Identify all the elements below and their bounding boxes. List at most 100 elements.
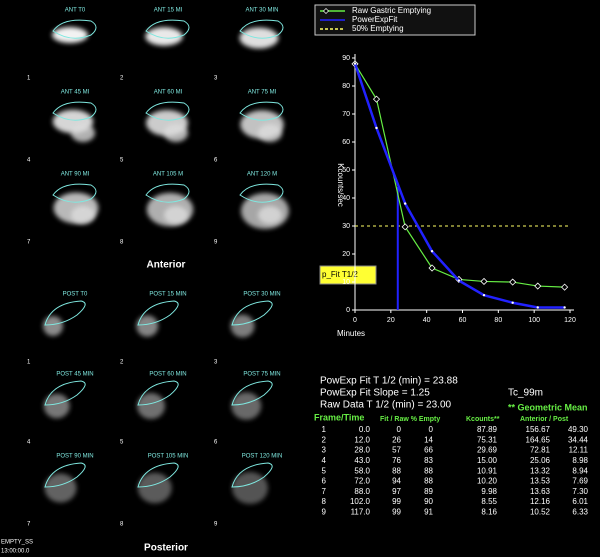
frame-label: ANT 30 MIN (246, 8, 279, 14)
activity (145, 27, 183, 46)
roi-outline (44, 380, 86, 406)
data-point (482, 293, 486, 297)
activity (136, 315, 159, 337)
data-point (509, 278, 517, 286)
table-cell: 5 (322, 466, 327, 475)
table-cell: 75.31 (477, 435, 498, 444)
table-cell: 72.81 (530, 446, 551, 455)
x-tick-label: 0 (353, 317, 357, 324)
isotope: Tc_99m (508, 388, 543, 399)
legend-label: PowerExpFit (352, 15, 398, 24)
table-header: Anterior / Post (520, 416, 569, 423)
roi-outline (239, 101, 284, 121)
x-tick-label: 40 (423, 317, 431, 324)
summary-line: Raw Data T 1/2 (min) = 23.00 (320, 400, 452, 411)
data-point (430, 250, 434, 253)
scan-frame (52, 19, 97, 43)
table-cell: 88 (392, 466, 401, 475)
frame-number: 5 (120, 158, 124, 164)
frame-number: 6 (214, 158, 218, 164)
data-point (480, 277, 488, 286)
table-cell: 117.0 (351, 508, 371, 517)
table-cell: 28.0 (354, 446, 370, 455)
frame-label: POST 45 MIN (56, 372, 93, 378)
caption: Posterior (144, 543, 188, 554)
table-cell: 94 (392, 477, 401, 486)
frame-label: POST 120 MIN (242, 454, 283, 460)
table-cell: 29.69 (477, 446, 498, 455)
frame-number: 1 (27, 76, 31, 82)
roi-outline (52, 19, 97, 39)
roi-outline (44, 300, 86, 326)
activity (52, 27, 88, 43)
frame-label: POST T0 (63, 292, 88, 298)
frame-number: 4 (27, 158, 31, 164)
roi-outline (137, 380, 179, 406)
table-cell: 43.0 (354, 456, 370, 465)
scan-frame (52, 101, 97, 142)
roi-outline (231, 380, 273, 406)
data-point (401, 223, 409, 231)
activity (258, 124, 282, 142)
activity (230, 314, 255, 338)
scan-frame (145, 101, 190, 142)
scan-frame (145, 19, 190, 46)
activity (44, 473, 77, 503)
table-cell: 8.94 (572, 466, 588, 475)
data-point (353, 62, 357, 65)
y-tick-label: 0 (346, 307, 350, 314)
activity (164, 206, 188, 224)
table-cell: 99 (392, 508, 401, 517)
roi-outline (145, 19, 190, 39)
legend-label: 50% Emptying (352, 24, 404, 33)
table-cell: 102.0 (350, 497, 371, 506)
data-point (375, 126, 378, 130)
table-cell: 90 (424, 497, 433, 506)
frame-label: POST 60 MIN (149, 372, 186, 378)
table-cell: 6.33 (572, 508, 588, 517)
frame-number: 2 (120, 76, 124, 82)
table-cell: 9.98 (481, 487, 497, 496)
table-cell: 10.91 (477, 466, 498, 475)
x-axis-label: Minutes (337, 329, 365, 338)
frame-number: 8 (120, 522, 124, 528)
summary-line: PowExp Fit T 1/2 (min) = 23.88 (320, 376, 458, 387)
table-cell: 6 (322, 477, 327, 486)
table-cell: 88 (424, 466, 433, 475)
table-cell: 91 (424, 508, 433, 517)
frame-label: ANT 90 MI (61, 172, 90, 178)
frame-label: ANT 75 MI (248, 90, 277, 96)
roi-outline (145, 101, 190, 121)
scan-frame (43, 300, 86, 336)
roi-outline (137, 300, 179, 326)
table-cell: 12.0 (354, 435, 370, 444)
table-cell: 13.53 (530, 477, 551, 486)
frame-number: 3 (214, 76, 218, 82)
roi-outline (231, 300, 273, 326)
activity (164, 124, 188, 142)
table-cell: 9 (322, 508, 327, 517)
table-cell: 58.0 (354, 466, 370, 475)
table-header: Fit / Raw % Empty (380, 416, 440, 423)
frame-number: 6 (214, 440, 218, 446)
x-tick-label: 100 (528, 317, 540, 324)
y-tick-label: 50 (342, 167, 350, 174)
y-tick-label: 20 (342, 251, 350, 258)
activity (43, 316, 63, 336)
activity (258, 206, 282, 224)
frame-number: 8 (120, 240, 124, 246)
roi-outline (145, 183, 190, 203)
table-cell: 4 (322, 456, 327, 465)
legend-label: Raw Gastric Emptying (352, 6, 431, 15)
scan-frame (44, 462, 86, 503)
scan-frame (43, 380, 86, 419)
frame-label: POST 30 MIN (243, 292, 280, 298)
table-cell: 10.52 (530, 508, 551, 517)
scan-frame (239, 19, 284, 49)
annotation-box (319, 265, 377, 285)
data-point (563, 306, 566, 309)
roi-outline (52, 183, 97, 203)
frame-number: 7 (27, 240, 31, 246)
activity (71, 206, 95, 224)
